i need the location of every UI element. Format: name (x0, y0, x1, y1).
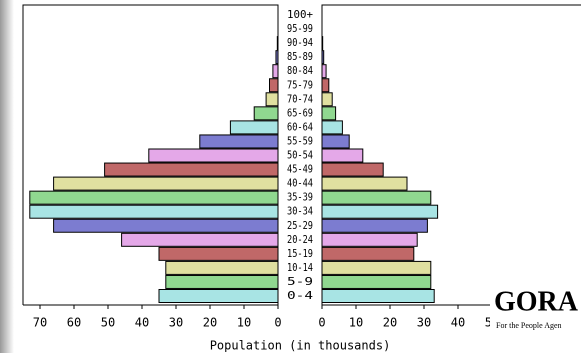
bar (321, 246, 415, 261)
x-tick-label: 40 (451, 316, 465, 330)
bar (321, 134, 350, 149)
age-label: 35-39 (287, 192, 313, 204)
age-label: 100+ (287, 9, 313, 21)
bar (276, 36, 279, 51)
age-label: 60-64 (287, 121, 313, 133)
x-tick-label: 60 (67, 316, 81, 330)
age-label: 0-4 (287, 290, 313, 302)
bar (321, 232, 418, 247)
logo: GORA For the People Agen (490, 282, 581, 334)
age-label: 70-74 (287, 93, 313, 105)
bar (199, 134, 279, 149)
x-tick-label: 10 (237, 316, 251, 330)
age-label: 90-94 (287, 37, 313, 49)
bar (321, 36, 324, 51)
age-label: 20-24 (287, 234, 313, 246)
bar (321, 176, 408, 191)
age-label: 65-69 (287, 107, 313, 119)
bar (321, 50, 325, 65)
x-tick-label: 20 (383, 316, 397, 330)
age-label: 25-29 (287, 220, 313, 232)
bar (321, 92, 333, 107)
bar (321, 218, 428, 233)
bar (321, 64, 327, 79)
bar (165, 260, 279, 275)
age-label: 85-89 (287, 51, 313, 63)
bar (265, 92, 279, 107)
age-label: 75-79 (287, 79, 313, 91)
age-label: 10-14 (287, 262, 313, 274)
age-label: 55-59 (287, 135, 313, 147)
edge-shadow (0, 0, 14, 353)
age-label: 30-34 (287, 206, 313, 218)
age-label: 95-99 (287, 23, 313, 35)
x-tick-label: 0 (274, 316, 281, 330)
bar (29, 190, 279, 205)
bar (229, 120, 279, 135)
bar (321, 162, 384, 177)
bar (321, 204, 439, 219)
x-tick-label: 30 (169, 316, 183, 330)
bar (321, 78, 330, 93)
bar (321, 120, 343, 135)
x-tick-label: 40 (135, 316, 149, 330)
logo-tagline: For the People Agen (496, 321, 562, 330)
bar (53, 218, 279, 233)
bar (269, 78, 279, 93)
x-tick-label: 0 (318, 316, 325, 330)
logo-text: GORA (494, 286, 579, 317)
bar (158, 246, 279, 261)
age-label: 5-9 (287, 276, 313, 288)
age-label: 15-19 (287, 248, 313, 260)
bar (275, 50, 279, 65)
x-tick-label: 70 (33, 316, 47, 330)
bar (321, 260, 432, 275)
x-axis-label: Population (in thousands) (210, 339, 391, 353)
x-tick-label: 30 (417, 316, 431, 330)
bar (321, 274, 432, 289)
bar (121, 232, 279, 247)
bar (253, 106, 279, 121)
bar (321, 106, 337, 121)
age-label: 80-84 (287, 65, 313, 77)
bar (158, 289, 279, 303)
age-label: 50-54 (287, 150, 313, 162)
x-tick-label: 10 (349, 316, 363, 330)
bar (321, 148, 364, 163)
bar (165, 274, 279, 289)
bar (53, 176, 279, 191)
age-label: 40-44 (287, 178, 313, 190)
bar (321, 190, 432, 205)
age-label: 45-49 (287, 164, 313, 176)
x-tick-label: 50 (101, 316, 115, 330)
bar (272, 64, 279, 79)
logo-background (490, 282, 581, 334)
x-tick-label: 20 (203, 316, 217, 330)
bar (148, 148, 279, 163)
bar (321, 289, 435, 303)
bar (29, 204, 279, 219)
bar (104, 162, 279, 177)
